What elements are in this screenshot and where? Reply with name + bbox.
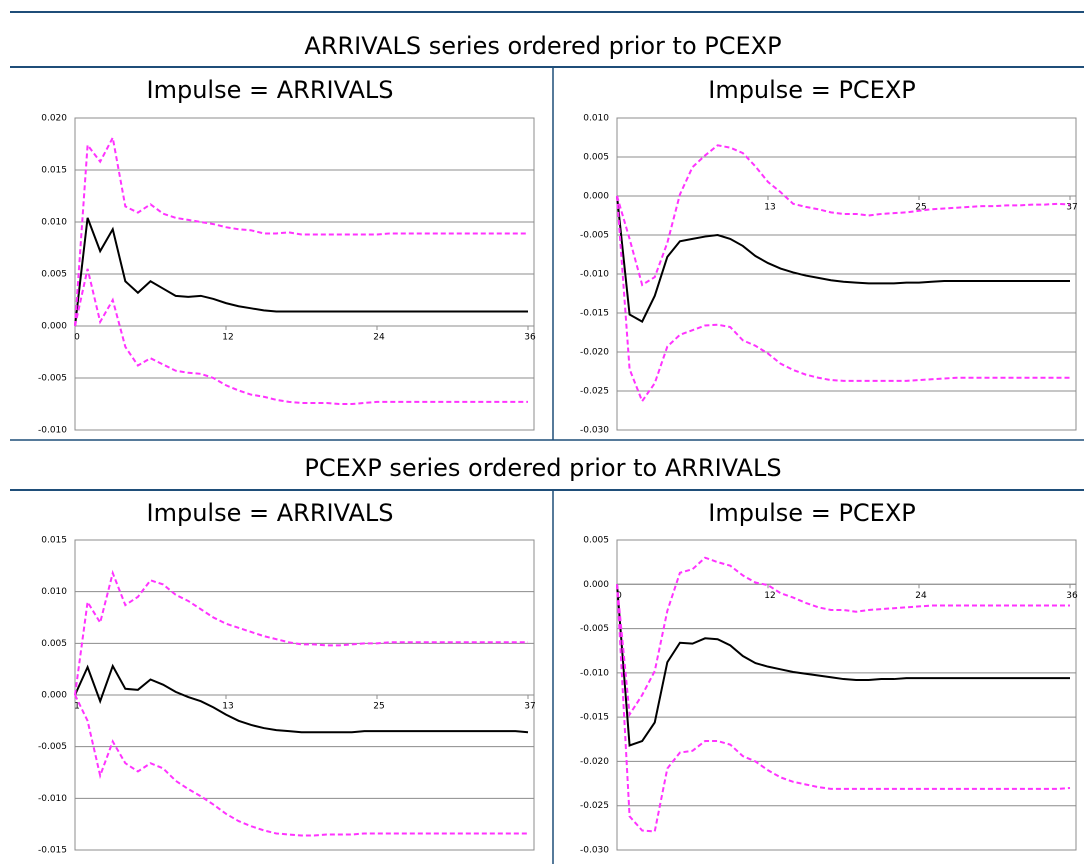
x-tick-label: 24 [373, 333, 385, 343]
y-tick-label: 0.000 [41, 691, 67, 701]
plot-frame [616, 117, 1077, 431]
series-line [74, 217, 528, 327]
series-line [616, 195, 1070, 323]
series-line [616, 556, 1070, 718]
y-tick-label: 0.005 [41, 270, 67, 280]
y-tick-label: 0.005 [583, 153, 609, 163]
y-tick-label: -0.020 [580, 348, 609, 358]
x-tick-label: 1 [74, 702, 80, 712]
y-tick-label: -0.015 [38, 846, 67, 856]
x-tick-label: 0 [74, 333, 80, 343]
y-tick-label: -0.015 [580, 713, 609, 723]
y-tick-label: -0.025 [580, 801, 609, 811]
series-line [616, 195, 1070, 404]
chart-title: Impulse = ARRIVALS [147, 499, 394, 527]
y-tick-label: -0.030 [580, 426, 609, 436]
y-tick-label: -0.015 [580, 309, 609, 319]
x-tick-label: 25 [915, 203, 926, 213]
x-tick-label: 13 [764, 203, 775, 213]
y-tick-label: 0.015 [41, 166, 67, 176]
series-line [74, 569, 528, 696]
y-tick-label: -0.005 [580, 231, 609, 241]
y-tick-label: -0.010 [38, 426, 67, 436]
series-line [74, 663, 529, 734]
plot-frame [616, 539, 1077, 851]
x-tick-label: 36 [1066, 591, 1078, 601]
chart-title: Impulse = PCEXP [708, 499, 916, 527]
y-tick-label: -0.005 [38, 742, 67, 752]
y-tick-label: 0.010 [41, 218, 67, 228]
y-tick-label: -0.005 [580, 624, 609, 634]
y-tick-label: 0.000 [583, 580, 609, 590]
y-tick-label: -0.010 [38, 794, 67, 804]
series-line [616, 584, 1071, 833]
x-tick-label: 24 [915, 591, 927, 601]
series-line [616, 144, 1071, 287]
series-line [74, 694, 528, 837]
series-line [616, 584, 1070, 747]
series-line [74, 134, 528, 327]
y-tick-label: -0.005 [38, 374, 67, 384]
y-tick-label: 0.005 [41, 639, 67, 649]
y-tick-label: 0.010 [583, 114, 609, 124]
y-tick-label: 0.010 [41, 587, 67, 597]
x-tick-label: 37 [1066, 203, 1077, 213]
x-tick-label: 12 [222, 333, 233, 343]
y-tick-label: -0.025 [580, 387, 609, 397]
y-tick-label: -0.010 [580, 668, 609, 678]
chart-title: Impulse = ARRIVALS [147, 76, 394, 104]
y-tick-label: 0.000 [583, 192, 609, 202]
x-tick-label: 13 [222, 702, 233, 712]
x-tick-label: 37 [524, 702, 535, 712]
chart-title: Impulse = PCEXP [708, 76, 916, 104]
section-title: ARRIVALS series ordered prior to PCEXP [304, 32, 781, 60]
section-title: PCEXP series ordered prior to ARRIVALS [304, 454, 781, 482]
x-tick-label: 36 [524, 333, 536, 343]
y-tick-label: -0.020 [580, 757, 609, 767]
y-tick-label: 0.020 [41, 114, 67, 124]
y-tick-label: 0.005 [583, 536, 609, 546]
y-tick-label: -0.030 [580, 846, 609, 856]
y-tick-label: -0.010 [580, 270, 609, 280]
y-tick-label: 0.000 [41, 322, 67, 332]
x-tick-label: 25 [373, 702, 384, 712]
plot-frame [74, 117, 535, 431]
x-tick-label: 12 [764, 591, 775, 601]
x-tick-label: 0 [616, 591, 622, 601]
y-tick-label: 0.015 [41, 536, 67, 546]
